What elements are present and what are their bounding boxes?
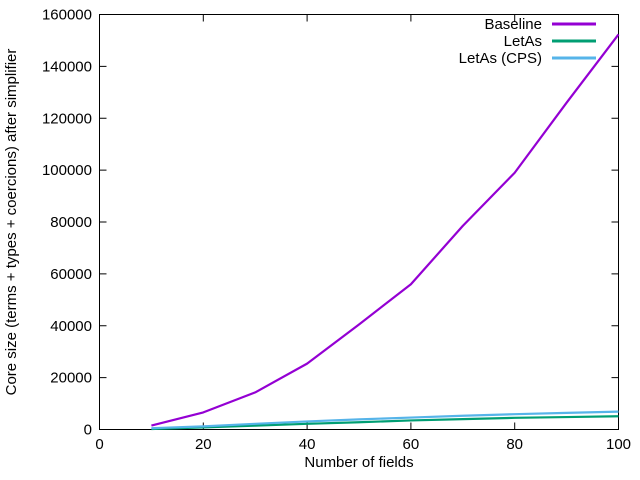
legend-entry-label: Baseline xyxy=(484,16,542,33)
y-tick-label: 60000 xyxy=(50,266,92,283)
x-tick-label: 80 xyxy=(506,436,523,453)
legend-entry-label: LetAs xyxy=(504,33,542,50)
data-curves xyxy=(151,33,620,431)
series-line-letas xyxy=(151,415,619,431)
legend-entry: Baseline xyxy=(484,16,596,33)
y-tick-label: 160000 xyxy=(42,7,92,24)
x-tick-label: 20 xyxy=(195,436,212,453)
axis-ticks: 0 20 40 60 80 100 0 20000 40000 60000 80000 100000 1… xyxy=(42,7,631,454)
y-tick-label: 100000 xyxy=(42,162,92,179)
series-line-baseline xyxy=(151,33,620,427)
legend-entry: LetAs xyxy=(504,33,596,50)
y-tick-label: 80000 xyxy=(50,214,92,231)
x-tick-label: 0 xyxy=(95,436,103,453)
y-axis-label: Core size (terms + types + coercions) af… xyxy=(3,49,20,396)
plot-border xyxy=(99,14,619,430)
y-tick-label: 40000 xyxy=(50,318,92,335)
y-tick-label: 140000 xyxy=(42,58,92,75)
series-line-letas-cps xyxy=(151,410,619,430)
x-axis-label: Number of fields xyxy=(304,454,413,471)
x-tick-label: 100 xyxy=(606,436,631,453)
y-tick-label: 20000 xyxy=(50,370,92,387)
legend-entry-label: LetAs (CPS) xyxy=(459,50,542,67)
x-tick-label: 60 xyxy=(403,436,420,453)
x-tick-label: 40 xyxy=(299,436,316,453)
legend-entry: LetAs (CPS) xyxy=(459,50,596,67)
y-tick-label: 0 xyxy=(84,422,92,439)
y-tick-label: 120000 xyxy=(42,110,92,127)
